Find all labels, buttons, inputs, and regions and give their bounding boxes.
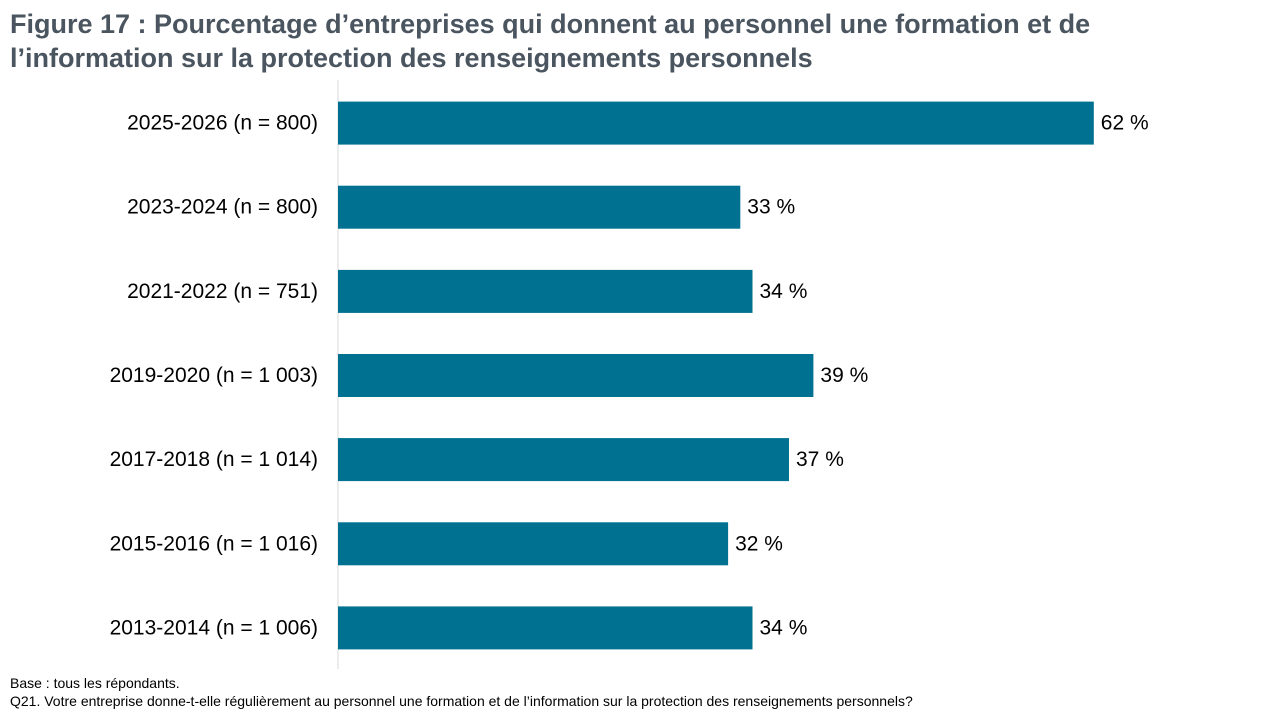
value-label: 33 %: [747, 196, 795, 219]
value-label: 39 %: [820, 364, 868, 387]
category-label: 2025-2026 (n = 800): [127, 112, 318, 135]
category-label: 2019-2020 (n = 1 003): [110, 364, 318, 387]
category-label: 2021-2022 (n = 751): [127, 280, 318, 303]
category-label: 2017-2018 (n = 1 014): [110, 448, 318, 471]
bar: [338, 354, 814, 397]
value-label: 37 %: [796, 448, 844, 471]
bar: [338, 269, 753, 313]
category-label: 2023-2024 (n = 800): [127, 196, 318, 219]
bar: [338, 606, 753, 650]
category-label: 2015-2016 (n = 1 016): [110, 532, 318, 555]
category-label: 2013-2014 (n = 1 006): [110, 616, 318, 639]
bar: [338, 522, 729, 566]
value-label: 32 %: [735, 532, 783, 555]
value-label: 34 %: [760, 280, 808, 303]
bar: [338, 101, 1094, 145]
footnote-base: Base : tous les répondants.: [10, 675, 180, 691]
bars-layer: [338, 101, 1094, 650]
chart-title: Figure 17 : Pourcentage d’entreprises qu…: [10, 9, 1091, 73]
bar: [338, 185, 741, 229]
labels-layer: 2025-2026 (n = 800) 62 % 2023-2024 (n = 80…: [110, 112, 1149, 640]
footnote-question: Q21. Votre entreprise donne-t-elle régul…: [10, 693, 913, 709]
value-label: 62 %: [1101, 112, 1149, 135]
bar: [338, 438, 789, 482]
value-label: 34 %: [760, 616, 808, 639]
